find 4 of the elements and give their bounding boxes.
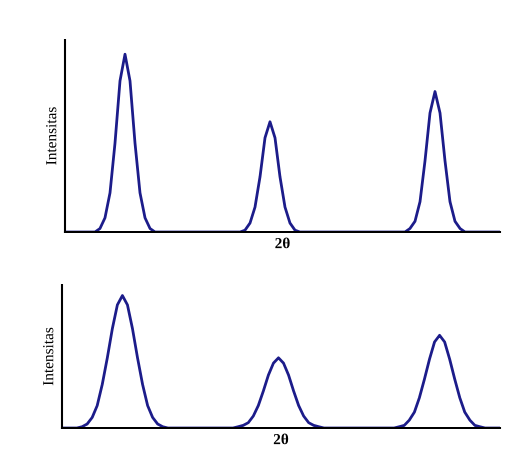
x-axis-title: 2θ <box>275 237 290 248</box>
y-axis-title: Intensitas <box>43 328 54 386</box>
x-axis-title: 2θ <box>274 433 288 444</box>
y-axis-title: Intensitas <box>46 107 56 165</box>
